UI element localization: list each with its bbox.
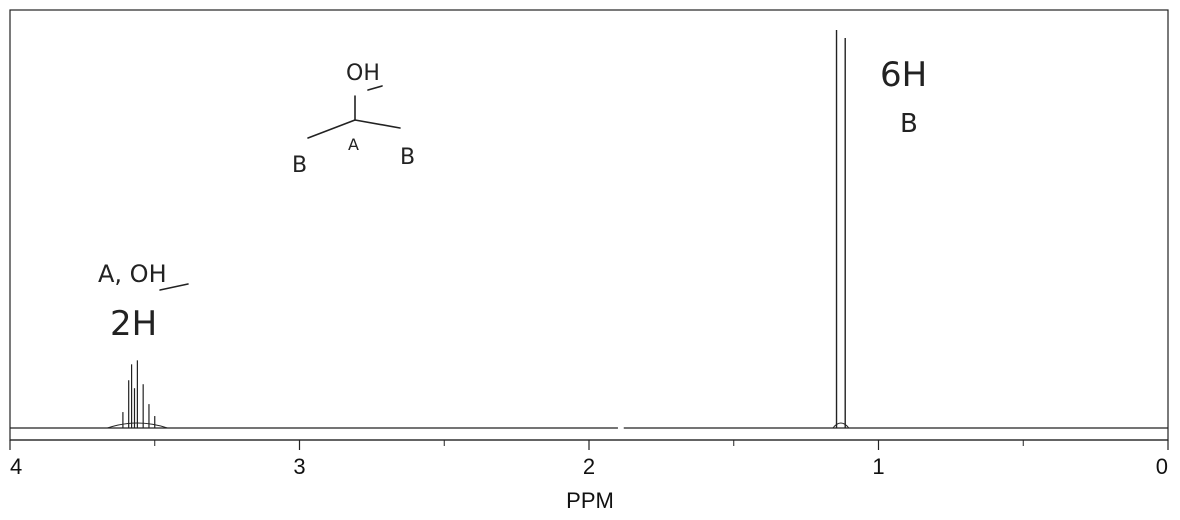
peak-b-assignment-label: B [900,109,918,139]
structure-carbon-a-label: A [348,135,359,154]
structure-methyl-right-label: B [400,145,415,170]
x-axis-ticks [9,440,1169,450]
x-tick-label: 2 [583,454,595,479]
structure-methyl-left-label: B [292,153,307,178]
x-tick-label: 4 [10,454,22,479]
x-tick-label: 0 [1156,454,1168,479]
peak-envelope [832,422,850,429]
structure-bond-left [307,119,356,139]
peak-a-oh-underline [159,283,189,291]
x-axis-title: PPM [566,488,614,513]
spectrum-trace [10,30,1168,429]
peak-b-integration-label: 6H [880,55,927,95]
peak-b-annotation: 6H B [880,55,927,139]
plot-frame [9,9,1169,441]
x-tick-label: 1 [872,454,884,479]
structure-annotation: OH A B B [292,61,415,178]
peak-a-annotation: A, OH 2H [98,260,189,344]
structure-oh-label: OH [346,61,380,86]
structure-oh-underline [367,85,383,91]
x-axis-tick-labels: 4 3 2 1 0 [10,454,1168,479]
structure-bond-right [354,119,401,129]
x-tick-label: 3 [293,454,305,479]
peak-a-assignment-label: A, OH [98,260,167,288]
peak-a-integration-label: 2H [110,304,157,344]
